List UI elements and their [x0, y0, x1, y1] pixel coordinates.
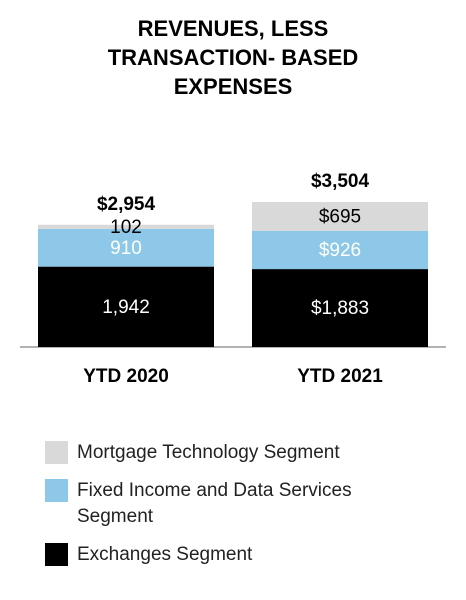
total-label: $3,504: [311, 171, 370, 192]
bar-segment: [38, 224, 214, 229]
legend-label: Fixed Income and Data Services Segment: [77, 480, 352, 527]
x-tick-label: YTD 2021: [297, 366, 383, 387]
bar-segment: [38, 266, 214, 347]
value-label: $926: [319, 240, 361, 261]
legend-swatch: [45, 543, 68, 566]
legend-swatch: [45, 441, 68, 464]
bar-segment: [252, 202, 428, 231]
value-label: $1,883: [311, 298, 369, 319]
legend-item: Mortgage Technology Segment: [45, 440, 445, 466]
legend-item: Fixed Income and Data Services Segment: [45, 478, 445, 530]
legend: Mortgage Technology Segment Fixed Income …: [45, 440, 445, 580]
value-label: 1,942: [102, 297, 150, 318]
bar-segment: [252, 230, 428, 270]
bar-segment: [38, 228, 214, 267]
legend-label: Exchanges Segment: [77, 544, 253, 565]
legend-item: Exchanges Segment: [45, 542, 445, 568]
value-label: 102: [110, 217, 142, 238]
x-tick-label: YTD 2020: [83, 366, 169, 387]
legend-swatch: [45, 479, 68, 502]
bar-segment: [252, 269, 428, 347]
value-label: $695: [319, 206, 361, 227]
total-label: $2,954: [97, 194, 156, 215]
chart-title: REVENUES, LESS TRANSACTION- BASED EXPENS…: [107, 16, 359, 99]
legend-label: Mortgage Technology Segment: [77, 442, 340, 463]
value-label: 910: [110, 238, 142, 259]
